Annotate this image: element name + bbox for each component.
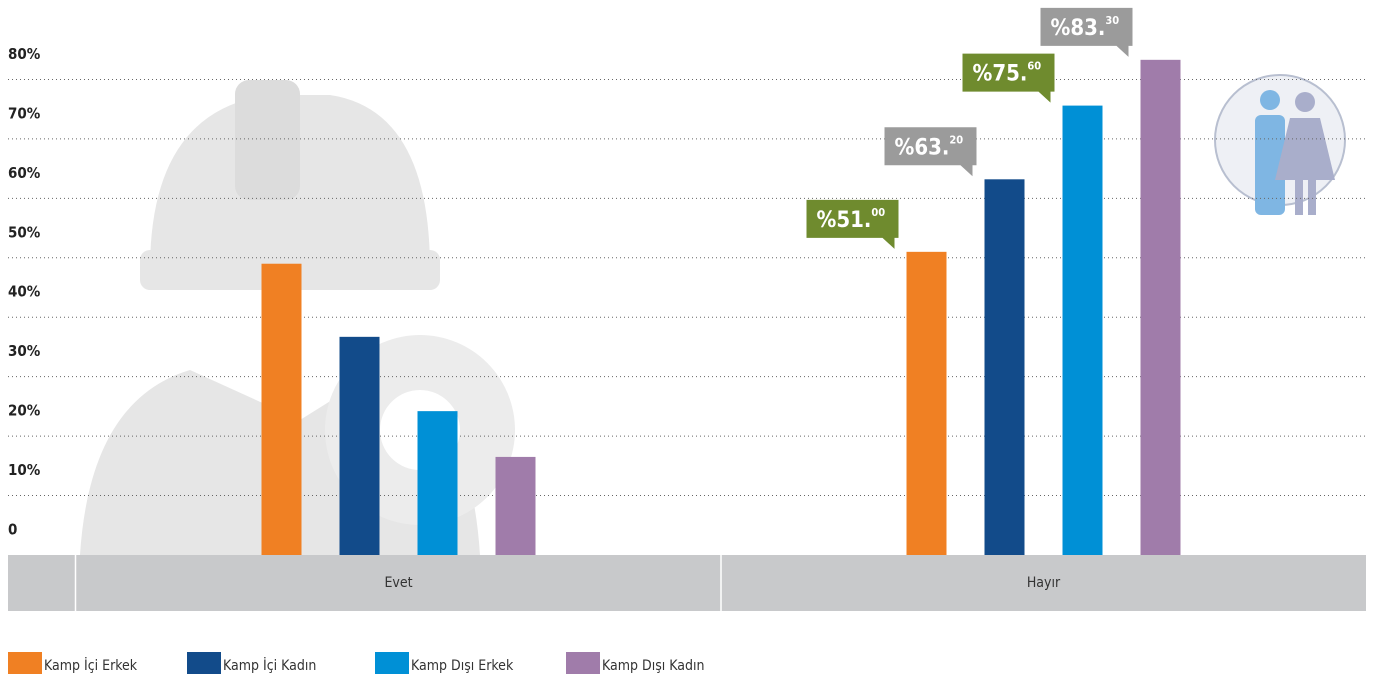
legend-label: Kamp İçi Erkek bbox=[44, 656, 138, 674]
legend-swatch bbox=[566, 652, 600, 674]
value-label-box bbox=[1040, 7, 1133, 57]
legend-swatch bbox=[8, 652, 42, 674]
bar bbox=[984, 179, 1025, 556]
legend-label: Kamp Dışı Kadın bbox=[602, 658, 704, 674]
bar bbox=[417, 411, 458, 555]
y-tick-label: 50% bbox=[8, 223, 41, 241]
y-tick-label: 40% bbox=[8, 283, 41, 301]
y-tick-label: 0 bbox=[8, 521, 17, 539]
bar bbox=[1062, 105, 1103, 555]
value-label-box bbox=[884, 127, 977, 177]
bar bbox=[906, 251, 947, 556]
value-label: %75.60 bbox=[973, 60, 1042, 87]
bar bbox=[339, 336, 380, 555]
bar bbox=[261, 263, 302, 555]
legend-label: Kamp Dışı Erkek bbox=[411, 658, 514, 674]
y-tick-label: 30% bbox=[8, 342, 41, 360]
y-tick-label: 80% bbox=[8, 45, 41, 63]
value-label: %83.30 bbox=[1051, 14, 1120, 41]
value-label: %63.20 bbox=[895, 133, 964, 160]
x-tick-label: Hayır bbox=[1027, 575, 1061, 591]
y-tick-label: 60% bbox=[8, 164, 41, 182]
value-label-box bbox=[962, 53, 1055, 103]
bar bbox=[495, 456, 536, 555]
people-icon bbox=[1214, 74, 1346, 215]
legend-label: Kamp İçi Kadın bbox=[223, 656, 316, 674]
bar bbox=[1140, 59, 1181, 555]
y-tick-label: 20% bbox=[8, 402, 41, 420]
y-tick-label: 70% bbox=[8, 104, 41, 122]
category-band bbox=[8, 555, 1366, 611]
legend-swatch bbox=[187, 652, 221, 674]
y-tick-label: 10% bbox=[8, 461, 41, 479]
legend-swatch bbox=[375, 652, 409, 674]
x-tick-label: Evet bbox=[384, 575, 412, 591]
value-label-box bbox=[806, 199, 899, 249]
value-label: %51.00 bbox=[817, 206, 886, 233]
